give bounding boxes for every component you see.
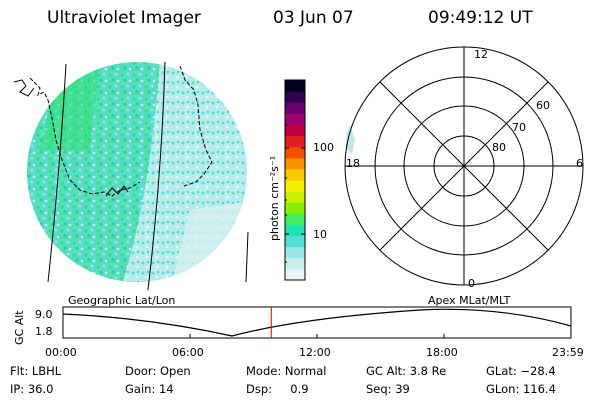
colorbar-segment	[285, 168, 305, 181]
filter-status: Flt: LBHL	[10, 364, 62, 378]
coastline	[179, 65, 213, 187]
colorbar-segment	[285, 124, 305, 137]
colorbar-segment	[285, 157, 305, 170]
time-tick-2359: 23:59	[552, 346, 584, 359]
seq-status: Seq: 39	[366, 382, 410, 396]
colorbar-segment	[285, 91, 305, 103]
mlt-label-0: 0	[468, 277, 475, 290]
mode-status: Mode: Normal	[246, 364, 327, 378]
colorbar-segment	[285, 135, 305, 148]
coastline	[29, 77, 141, 197]
time-tick-1200: 12:00	[299, 346, 331, 359]
uv-image-disk	[13, 61, 249, 291]
glat-status: GLat: −28.4	[486, 364, 556, 378]
colorbar-segment	[285, 235, 305, 248]
colorbar-segment	[285, 113, 305, 125]
polar-mlt-plot	[344, 46, 584, 286]
mlat-label-70: 70	[512, 121, 526, 134]
mlat-label-80: 80	[492, 141, 506, 154]
gc-alt-status: GC Alt: 3.8 Re	[366, 364, 447, 378]
colorbar-segment	[285, 146, 305, 159]
colorbar-segment	[285, 202, 305, 214]
colorbar-segment	[285, 102, 305, 114]
alt-axis-label: GC Alt	[13, 310, 26, 345]
colorbar-segment	[285, 80, 305, 92]
time-tick-1800: 18:00	[426, 346, 458, 359]
dsp-status: Dsp: 0.9	[246, 382, 309, 396]
alt-max-label: 9.0	[35, 308, 53, 321]
apex-caption: Apex MLat/MLT	[428, 294, 511, 307]
orbit-altitude-plot	[62, 306, 572, 339]
gain-status: Gain: 14	[125, 382, 174, 396]
geographic-caption: Geographic Lat/Lon	[68, 294, 176, 307]
colorbar-segment	[285, 246, 305, 259]
header-date: 03 Jun 07	[273, 8, 354, 28]
geo-longitude-line	[47, 63, 67, 283]
colorbar-unit-label: photon cm⁻²s⁻¹	[268, 155, 281, 241]
time-tick-0600: 06:00	[172, 346, 204, 359]
colorbar-segment	[285, 268, 305, 281]
ip-status: IP: 36.0	[10, 382, 54, 396]
colorbar-tick-10: 10	[313, 228, 327, 241]
mlt-label-18: 18	[346, 157, 360, 170]
colorbar-segment	[285, 224, 305, 237]
geo-longitude-line	[245, 231, 249, 283]
colorbar-segment	[285, 180, 305, 192]
mlat-label-60: 60	[536, 99, 550, 112]
time-tick-0000: 00:00	[45, 346, 77, 359]
coastline	[105, 185, 129, 197]
app-title: Ultraviolet Imager	[47, 8, 201, 28]
coastline	[13, 79, 35, 97]
alt-min-label: 1.8	[35, 325, 53, 338]
header-time: 09:49:12 UT	[428, 8, 533, 28]
glon-status: GLon: 116.4	[486, 382, 556, 396]
colorbar-tick-100: 100	[313, 141, 334, 154]
mlt-label-12: 12	[474, 48, 488, 61]
geo-longitude-line	[147, 61, 166, 291]
mlt-label-6: 6	[576, 157, 583, 170]
colorbar-segment	[285, 213, 305, 225]
colorbar-segment	[285, 191, 305, 203]
door-status: Door: Open	[125, 364, 191, 378]
color-scale-bar	[285, 80, 305, 281]
colorbar-segment	[285, 257, 305, 270]
